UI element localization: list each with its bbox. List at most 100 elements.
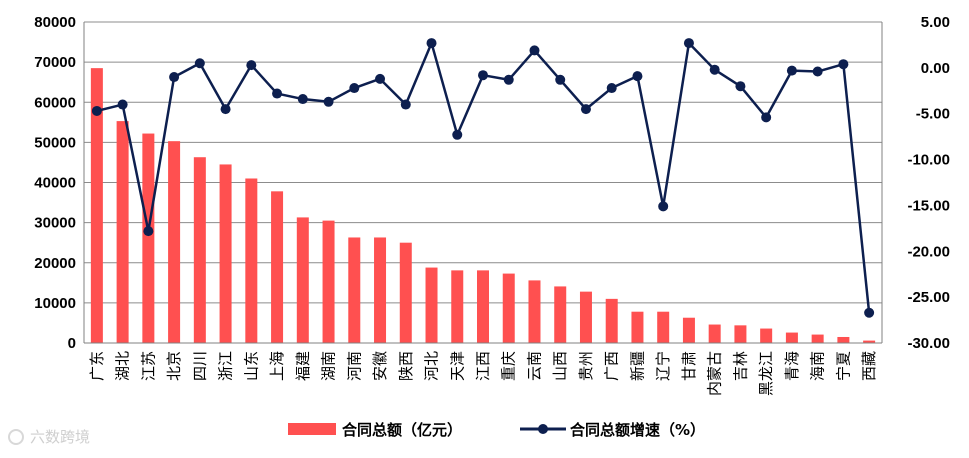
bar	[708, 324, 721, 343]
x-category-label: 广东	[88, 351, 106, 381]
watermark: 六数跨境	[8, 428, 90, 446]
line-point	[786, 65, 797, 76]
line-point	[426, 38, 437, 49]
y-right-tick: -20.00	[907, 243, 950, 260]
bar	[193, 157, 206, 343]
watermark-text: 六数跨境	[30, 428, 90, 446]
x-category-label: 江苏	[139, 351, 157, 381]
x-category-label: 福建	[294, 351, 312, 381]
y-left-tick: 60000	[34, 94, 76, 111]
x-category-label: 辽宁	[654, 351, 672, 381]
x-category-label: 新疆	[628, 351, 646, 381]
bar	[863, 340, 876, 343]
x-category-label: 甘肃	[680, 351, 698, 381]
line-point	[864, 307, 875, 318]
line-point	[349, 83, 360, 94]
line-point	[91, 105, 102, 116]
line-point	[272, 88, 283, 99]
x-category-label: 山西	[551, 351, 569, 381]
y-left-tick: 10000	[34, 295, 76, 312]
y-left-tick: 80000	[34, 14, 76, 31]
x-category-label: 宁夏	[834, 351, 852, 381]
x-category-label: 西藏	[860, 351, 878, 381]
x-category-label: 河北	[423, 351, 441, 381]
y-left-tick: 30000	[34, 215, 76, 232]
line-point	[375, 73, 386, 84]
line-point	[478, 70, 488, 81]
line-point	[503, 74, 514, 85]
x-category-label: 山东	[242, 351, 260, 381]
bar	[631, 311, 644, 343]
y-right-tick: -30.00	[907, 335, 950, 352]
bar	[760, 328, 773, 343]
bar	[425, 267, 438, 343]
line-point	[194, 58, 205, 69]
gridlines	[84, 21, 882, 344]
legend-label-bar: 合同总额（亿元）	[341, 421, 462, 439]
x-category-label: 上海	[268, 351, 286, 381]
line-point	[169, 72, 180, 83]
x-category-label: 吉林	[731, 351, 749, 381]
line-point	[246, 60, 257, 71]
x-category-label: 江西	[474, 351, 492, 381]
bar	[502, 273, 515, 343]
line-point	[838, 59, 849, 70]
x-category-label: 安徽	[371, 351, 389, 381]
bar	[322, 220, 335, 343]
bar	[657, 311, 670, 343]
bar	[811, 334, 824, 343]
legend: 合同总额（亿元） 合同总额增速（%）	[288, 421, 705, 439]
bar	[168, 141, 181, 343]
x-category-label: 广西	[603, 351, 621, 381]
x-category-label: 河南	[345, 351, 363, 381]
bar	[116, 121, 129, 343]
y-left-tick: 0	[68, 335, 76, 352]
x-category-label: 天津	[448, 351, 466, 381]
line-point	[580, 104, 591, 115]
y-right-tick: -15.00	[907, 197, 950, 214]
line-point	[555, 74, 566, 85]
y-right-tick: -25.00	[907, 289, 950, 306]
line-point	[658, 201, 669, 212]
bar	[296, 217, 309, 343]
bar	[579, 291, 592, 343]
bar	[554, 286, 567, 343]
x-category-label: 重庆	[500, 351, 518, 381]
line-point	[812, 66, 823, 77]
x-category-label: 云南	[525, 351, 543, 381]
legend-label-line: 合同总额增速（%）	[569, 421, 705, 439]
x-category-label: 海南	[809, 351, 827, 381]
y-left-tick: 50000	[34, 134, 76, 151]
axes	[83, 22, 883, 344]
x-category-label: 陕西	[397, 351, 415, 381]
left-axis-ticks: 0 10000 20000 30000 40000 50000 60000 70000 8000…	[34, 14, 76, 352]
x-category-label: 贵州	[577, 351, 595, 381]
line-point	[400, 99, 411, 110]
x-category-label: 湖南	[320, 351, 338, 381]
bar	[142, 133, 155, 343]
line-point	[632, 71, 643, 82]
bar	[528, 280, 541, 343]
x-category-label: 浙江	[217, 351, 235, 381]
bar	[219, 164, 232, 343]
line-point	[452, 129, 463, 140]
category-labels: 广东 湖北 江苏 北京 四川 浙江 山东 上海 福建 湖南 河南 安徽 陕西 河北 天津 江西 重庆 云南 山西 贵州…	[88, 351, 878, 396]
line-series	[91, 38, 875, 318]
y-left-tick: 40000	[34, 175, 76, 192]
bar	[734, 325, 747, 343]
bar	[605, 298, 618, 343]
watermark-logo-icon	[8, 429, 24, 445]
bar	[374, 237, 387, 343]
line-point	[709, 64, 720, 75]
bar	[245, 178, 258, 343]
line-point	[297, 94, 308, 105]
line-point	[220, 104, 231, 115]
line-point	[735, 81, 746, 92]
x-category-label: 四川	[191, 351, 209, 381]
bar	[399, 242, 412, 343]
line-point	[683, 38, 694, 49]
y-right-tick: 5.00	[921, 14, 950, 31]
bar	[90, 68, 103, 344]
x-category-label: 内蒙古	[706, 351, 724, 396]
